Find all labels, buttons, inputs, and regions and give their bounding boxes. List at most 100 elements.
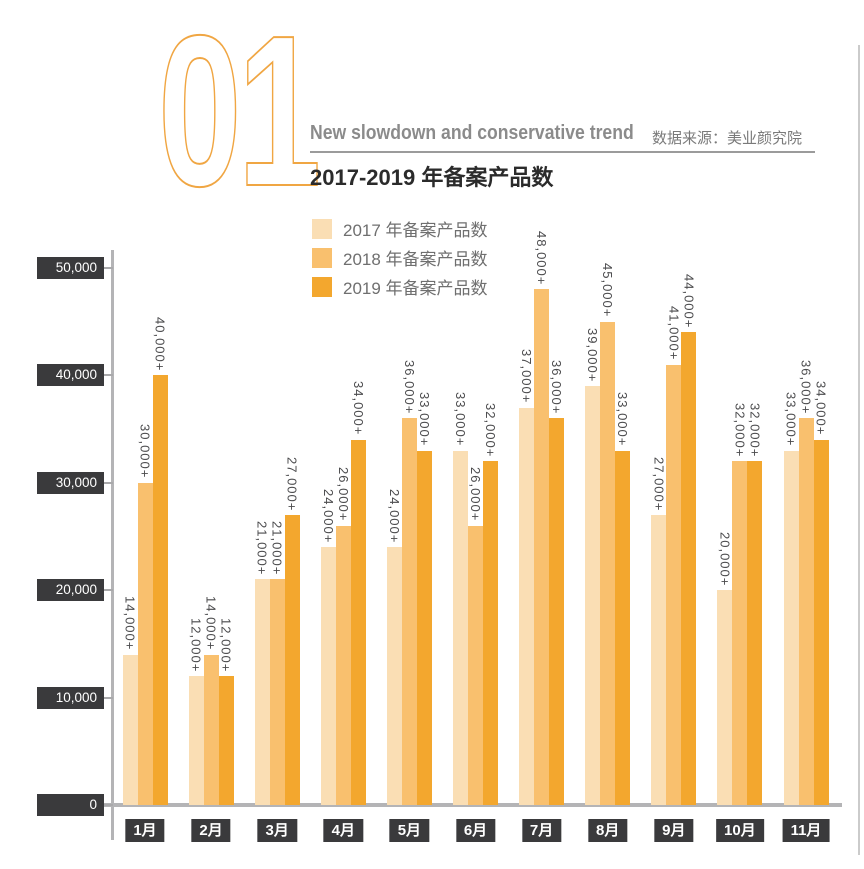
bar-value-label: 24,000+ (386, 488, 402, 544)
y-axis-tick-label: 0 (37, 794, 104, 816)
y-axis-tick-mark (104, 696, 113, 699)
x-axis-category-label: 4月 (323, 819, 363, 842)
bar-2018-4月 (335, 525, 351, 805)
bar-2017-1月 (122, 654, 138, 805)
bar-2018-10月 (732, 461, 748, 805)
bar-value-label: 34,000+ (813, 381, 829, 436)
x-axis-category-label: 3月 (257, 819, 297, 842)
chart-legend: 2017 年备案产品数 2018 年备案产品数 2019 年备案产品数 (312, 214, 488, 301)
bar-value-label: 32,000+ (483, 402, 498, 458)
bar-2018-3月 (269, 579, 285, 805)
bar-2018-6月 (468, 525, 483, 805)
x-axis-category-label: 8月 (588, 819, 628, 842)
bar-2017-4月 (320, 547, 336, 805)
y-axis-tick-label: 40,000 (37, 364, 104, 387)
bar-value-label: 45,000+ (600, 263, 616, 318)
y-axis-tick-mark (104, 481, 113, 484)
legend-swatch (312, 218, 332, 239)
bar-2019-8月 (615, 450, 631, 805)
y-axis-tick-mark (104, 589, 113, 592)
bar-2019-6月 (483, 461, 498, 805)
bar-2018-5月 (401, 418, 417, 805)
section-number: 01 (157, 0, 322, 231)
bar-2017-5月 (386, 547, 402, 805)
y-axis-tick-mark (104, 374, 113, 377)
bar-value-label: 36,000+ (798, 360, 814, 415)
bar-2019-1月 (152, 375, 168, 805)
bar-2018-7月 (534, 289, 550, 805)
legend-item: 2017 年备案产品数 (312, 214, 488, 243)
x-axis-category-label: 11月 (782, 819, 830, 842)
bar-2018-1月 (137, 482, 153, 805)
bar-value-label: 33,000+ (783, 392, 799, 447)
bar-value-label: 26,000+ (468, 467, 483, 522)
y-axis-tick-mark (104, 267, 113, 269)
bar-value-label: 37,000+ (519, 349, 535, 404)
bar-2017-11月 (783, 450, 799, 805)
y-axis-line (111, 250, 114, 840)
bar-2019-10月 (747, 461, 763, 805)
bar-2017-9月 (651, 515, 667, 805)
bar-2019-9月 (681, 332, 697, 805)
bar-2019-4月 (350, 439, 366, 805)
bar-value-label: 33,000+ (416, 392, 432, 447)
bar-value-label: 33,000+ (615, 392, 631, 447)
x-axis-category-label: 7月 (521, 819, 562, 842)
legend-label: 2018 年备案产品数 (343, 250, 488, 269)
bar-2017-6月 (453, 450, 468, 805)
bar-value-label: 48,000+ (534, 231, 550, 286)
bar-value-label: 41,000+ (666, 306, 682, 361)
bar-value-label: 14,000+ (122, 596, 138, 651)
x-axis-category-label: 1月 (125, 819, 165, 842)
bar-value-label: 12,000+ (188, 617, 204, 673)
bar-value-label: 12,000+ (218, 617, 234, 673)
bar-2017-3月 (254, 579, 270, 805)
bar-2017-10月 (717, 590, 733, 805)
x-axis-category-label: 10月 (716, 819, 764, 842)
bar-2018-11月 (798, 418, 814, 805)
bar-value-label: 34,000+ (350, 381, 366, 436)
y-axis-tick-label: 50,000 (37, 257, 104, 279)
x-axis-category-label: 5月 (389, 819, 430, 842)
bar-2019-7月 (549, 418, 565, 805)
bar-value-label: 21,000+ (269, 521, 285, 576)
bar-value-label: 33,000+ (453, 392, 468, 447)
legend-label: 2017 年备案产品数 (343, 221, 488, 240)
x-axis-category-label: 9月 (654, 819, 694, 842)
bar-value-label: 27,000+ (284, 456, 300, 512)
bar-2018-9月 (666, 364, 682, 805)
bar-value-label: 40,000+ (152, 317, 168, 372)
x-axis-baseline (97, 803, 842, 807)
data-source-label: 数据来源：美业颜究院 (651, 130, 802, 147)
bar-value-label: 27,000+ (651, 456, 667, 512)
y-axis-tick-mark (104, 804, 113, 806)
bar-value-label: 39,000+ (585, 327, 601, 383)
legend-swatch (312, 247, 332, 268)
bar-2019-3月 (284, 515, 300, 805)
bar-value-label: 24,000+ (320, 488, 336, 544)
chart-title: 2017-2019 年备案产品数 (310, 165, 554, 190)
legend-item: 2018 年备案产品数 (312, 243, 488, 272)
bar-value-label: 21,000+ (254, 521, 270, 576)
bar-value-label: 36,000+ (549, 360, 565, 415)
bar-2018-8月 (600, 321, 616, 805)
bar-2017-7月 (519, 407, 535, 805)
y-axis-tick-label: 20,000 (37, 579, 104, 602)
bar-value-label: 20,000+ (717, 531, 733, 587)
right-frame-line (858, 45, 860, 855)
header-divider (310, 151, 815, 153)
y-axis-tick-label: 30,000 (37, 471, 104, 494)
legend-label: 2019 年备案产品数 (343, 279, 488, 298)
bar-value-label: 30,000+ (137, 424, 153, 479)
bar-value-label: 32,000+ (747, 402, 763, 458)
bar-value-label: 32,000+ (732, 402, 748, 458)
bar-2019-5月 (416, 450, 432, 805)
x-axis-category-label: 6月 (455, 819, 496, 842)
x-axis-category-label: 2月 (191, 819, 231, 842)
bar-value-label: 36,000+ (401, 360, 417, 415)
bar-value-label: 44,000+ (681, 274, 697, 329)
bar-2017-2月 (188, 676, 204, 805)
y-axis-tick-label: 10,000 (37, 686, 104, 709)
